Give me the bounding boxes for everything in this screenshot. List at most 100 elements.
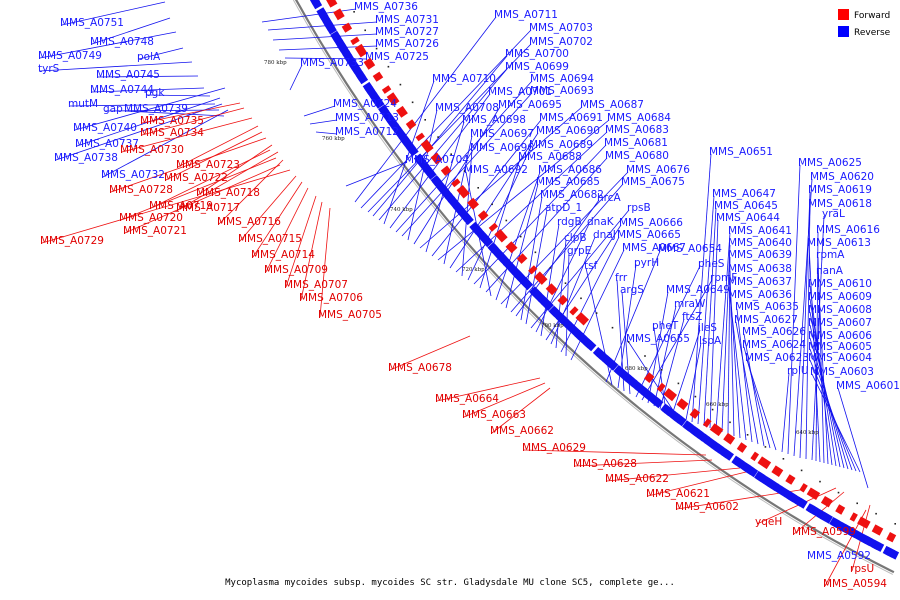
forward-gene [516,253,528,264]
reverse-gene [445,192,455,203]
marker-dot [694,395,697,398]
reverse-gene-label: MMS_A0726 [375,38,439,50]
label-connector [525,209,548,325]
reverse-gene-label: lspA [699,335,722,347]
reverse-gene-label: MMS_A0601 [836,380,900,392]
reverse-gene-label: MMS_A0613 [807,237,871,249]
reverse-gene [585,340,597,352]
reverse-gene-label: MMS_A0736 [354,1,418,13]
reverse-gene-label: rpsB [627,202,651,214]
reverse-gene-label: atpD_1 [545,202,582,214]
reverse-gene-label: MMS_A0665 [617,229,681,241]
marker-dot [729,421,731,424]
reverse-gene-label: mraW [674,298,706,310]
reverse-gene-label: MMS_A0698 [462,114,526,126]
label-connector [811,373,861,473]
forward-gene [709,423,724,437]
forward-gene [757,456,772,470]
label-connector [746,359,777,451]
reverse-gene-label: MMS_A0607 [808,317,872,329]
genome-backbone-shadow [292,0,894,575]
label-connector [252,181,303,258]
reverse-gene-label: hrcA [597,192,622,204]
marker-dot [353,11,355,13]
forward-gene [456,185,470,199]
label-connector [685,342,702,421]
marker-dot [711,408,714,411]
forward-gene [386,92,400,106]
reverse-gene-label: pheS [698,258,725,270]
marker-dot [627,341,630,343]
label-connector [727,256,731,435]
label-connector [265,187,309,273]
reverse-gene-label: MMS_A0689 [529,139,593,151]
forward-gene [820,496,833,508]
marker-dot [856,502,858,505]
reverse-gene-label: MMS_A0619 [808,184,872,196]
reverse-gene [886,547,900,560]
label-connector [431,119,542,257]
reverse-gene-label: MMS_A0688 [518,151,582,163]
forward-gene [569,306,579,316]
reverse-gene-label: MMS_A0604 [808,352,872,364]
forward-gene-label: MMS_A0716 [217,216,281,228]
reverse-gene-label: MMS_A0666 [619,217,683,229]
reverse-gene-label: ileS [698,322,717,334]
tick-layer: 780 kbp 760 kbp 740 kbp 720 kbp 700 kbp 680 k… [264,60,819,436]
label-connector [697,195,715,425]
forward-gene-label: MMS_A0721 [123,225,187,237]
label-connector [378,68,508,221]
reverse-gene-label: MMS_A0637 [728,276,792,288]
label-connector [267,21,378,31]
label-connector [709,219,719,429]
forward-gene [557,294,568,306]
marker-dot [477,187,479,189]
reverse-gene-label: MMS_A0635 [735,301,799,313]
reverse-gene-label: rplU [787,365,809,377]
forward-gene-label: MMS_A0714 [251,249,315,261]
label-connector [635,265,701,398]
marker-dot [746,434,749,436]
forward-gene [656,382,666,393]
marker-dot [819,480,821,483]
forward-gene [415,132,425,142]
label-connector [510,183,624,313]
legend-label-forward: Forward [854,11,890,21]
label-connector [555,239,567,349]
reverse-gene [745,465,759,478]
reverse-gene-label: dnaK [587,216,615,228]
reverse-gene-label: MMS_A0704 [405,154,469,166]
map-caption: Mycoplasma mycoides subsp. mycoides SC s… [225,578,675,588]
backbone-layer [292,0,895,575]
tick-label: 680 kbp [625,366,648,372]
label-connector [413,106,501,245]
reverse-gene-label: gap [103,103,123,115]
reverse-gene-label: MMS_A0651 [709,146,773,158]
forward-gene [644,372,655,383]
label-connector [540,223,560,337]
label-connector [197,144,273,196]
marker-dot [644,355,646,357]
marker-dot [437,136,439,138]
label-connector [91,17,171,45]
reverse-gene [372,96,385,109]
reverse-gene-label: nanA [816,265,844,277]
label-layer: MMS_A0751 MMS_A0748 MMS_A0749 polA tyrS MMS_A… [38,1,900,590]
reverse-gene-label: MMS_A0694 [530,73,594,85]
label-connector [837,387,869,489]
reverse-gene [652,397,664,409]
forward-gene [736,442,748,453]
reverse-gene-label: MMS_A0693 [530,85,594,97]
label-connector [817,272,829,465]
reverse-gene-label: MMS_A0676 [626,164,690,176]
forward-gene [871,524,884,536]
reverse-gene-label: MMS_A0699 [505,61,569,73]
label-connector [627,340,679,419]
reverse-gene [849,528,859,539]
label-connector [389,335,471,371]
reverse-gene-label: rdgB [557,216,582,228]
forward-gene [723,432,736,445]
reverse-gene-label: MMS_A0654 [658,243,722,255]
label-connector [285,195,317,288]
genome-backbone [294,0,895,574]
